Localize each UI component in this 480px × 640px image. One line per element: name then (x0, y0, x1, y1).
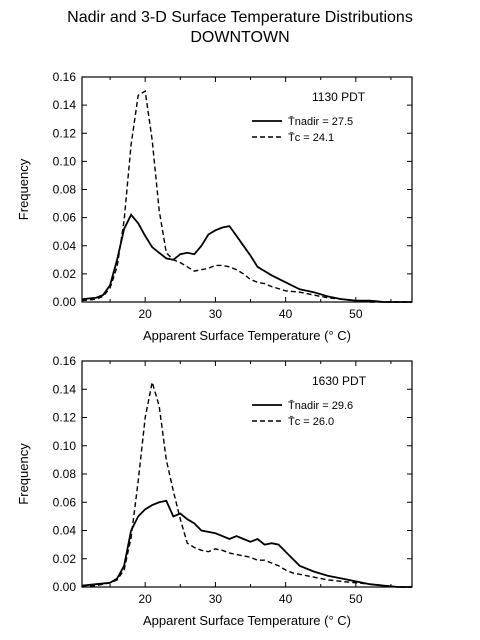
x-tick-label: 40 (279, 592, 293, 606)
x-tick-label: 30 (209, 307, 223, 321)
y-tick-label: 0.10 (53, 439, 77, 453)
legend-label: T̄nadir = 27.5 (288, 115, 353, 128)
y-axis-label: Frequency (16, 158, 31, 220)
chart-title: Nadir and 3-D Surface Temperature Distri… (67, 9, 413, 26)
chart-panel-bottom: 0.00 0.02 0.04 0.06 0.08 0.10 0.12 0.14 0.16 20 30… (16, 354, 413, 628)
y-tick-label: 0.02 (53, 267, 77, 281)
y-tick-label: 0.02 (53, 552, 77, 566)
series-line-complete (81, 382, 412, 588)
y-tick-label: 0.12 (53, 411, 77, 425)
y-tick-label: 0.14 (53, 98, 77, 112)
series-line-nadir (81, 499, 412, 588)
y-axis-label: Frequency (16, 443, 31, 505)
y-tick-label: 0.06 (53, 211, 77, 225)
chart-panel-top: 0.00 0.02 0.04 0.06 0.08 0.10 0.12 0.14 0.16 20 30… (16, 70, 413, 343)
y-tick-label: 0.16 (53, 70, 77, 84)
y-tick-label: 0.10 (53, 154, 77, 168)
figure-title-block: Nadir and 3-D Surface Temperature Distri… (0, 8, 480, 48)
plot-frame (81, 76, 413, 303)
time-annotation: 1130 PDT (312, 90, 366, 104)
y-tick-label: 0.14 (53, 382, 77, 396)
y-tick-label: 0.04 (53, 524, 77, 538)
y-tick-label: 0.12 (53, 126, 77, 140)
y-tick-label: 0.06 (53, 495, 77, 509)
series-line-complete (81, 89, 412, 303)
legend-label: T̄c = 24.1 (288, 131, 334, 144)
x-tick-label: 50 (349, 592, 363, 606)
y-tick-label: 0.04 (53, 239, 77, 253)
x-tick-label: 20 (139, 592, 153, 606)
legend-label: T̄c = 26.0 (288, 415, 334, 428)
y-tick-label: 0.08 (53, 467, 77, 481)
chart-subtitle: DOWNTOWN (190, 29, 290, 46)
time-annotation: 1630 PDT (312, 374, 367, 388)
x-tick-label: 40 (279, 307, 293, 321)
y-tick-label: 0.16 (53, 354, 77, 368)
x-axis-label: Apparent Surface Temperature (° C) (143, 613, 351, 628)
y-tick-label: 0.00 (53, 295, 77, 309)
series-line-nadir (81, 213, 412, 303)
x-axis-label: Apparent Surface Temperature (° C) (143, 328, 351, 343)
x-tick-label: 50 (349, 307, 363, 321)
y-tick-label: 0.08 (53, 183, 77, 197)
legend-label: T̄nadir = 29.6 (288, 399, 353, 412)
x-tick-label: 30 (209, 592, 223, 606)
y-tick-label: 0.00 (53, 580, 77, 594)
x-tick-label: 20 (139, 307, 153, 321)
plot-frame (81, 360, 413, 588)
